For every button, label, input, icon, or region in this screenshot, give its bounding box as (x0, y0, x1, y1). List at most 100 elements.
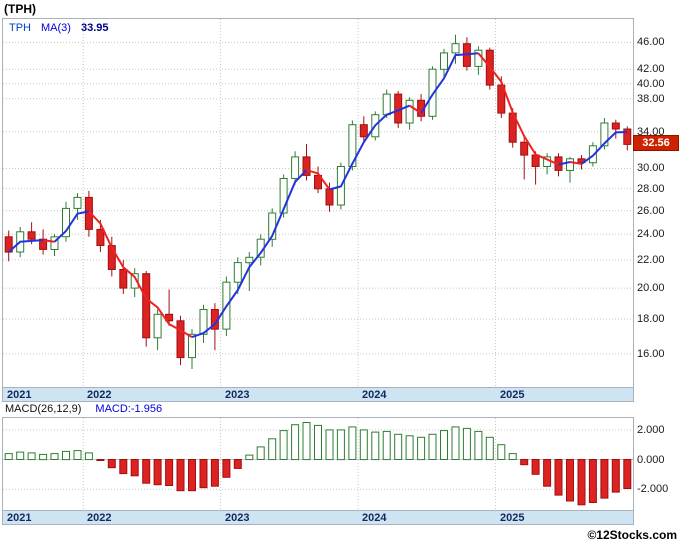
ma-line-segment (580, 131, 628, 165)
candle-down (520, 141, 529, 156)
candle-down (96, 228, 105, 246)
price-yaxis: 46.00 42.00 40.00 38.00 34.00 30.00 28.00 26.00… (637, 19, 680, 389)
candle-down (39, 238, 48, 250)
candle-down (359, 124, 368, 138)
macd-bar-negative (233, 459, 242, 469)
macd-bar-positive (394, 433, 403, 460)
macd-bar-positive (279, 430, 288, 460)
candle-up (428, 68, 437, 117)
macd-axis-label: -2.000 (637, 483, 669, 495)
price-axis-label: 42.00 (637, 63, 665, 75)
year-label: 2024 (362, 389, 387, 401)
macd-bar-negative (554, 459, 563, 496)
macd-bar-negative (199, 459, 208, 489)
year-label: 2023 (225, 389, 250, 401)
macd-bar-positive (4, 453, 13, 460)
candle-up (600, 122, 609, 147)
year-label: 2025 (500, 512, 525, 524)
price-chart-panel: TPH MA(3) 33.95 (2, 18, 634, 388)
ma-line-segment (329, 104, 410, 191)
candle-up (233, 262, 242, 283)
candle-down (325, 188, 334, 206)
ma-line-segment (306, 169, 331, 191)
macd-bar-positive (302, 422, 311, 461)
macd-bar-positive (371, 431, 380, 461)
candle-down (302, 156, 311, 176)
last-price-tag: 32.56 (633, 135, 679, 151)
macd-bar-negative (165, 459, 174, 486)
macd-bar-negative (188, 459, 196, 492)
year-label: 2021 (7, 389, 32, 401)
year-label: 2022 (87, 389, 112, 401)
macd-bar-positive (336, 429, 345, 461)
macd-bar-positive (359, 429, 368, 461)
macd-bar-positive (84, 452, 93, 461)
year-label: 2025 (500, 389, 525, 401)
macd-bar-positive (291, 424, 300, 461)
year-label: 2024 (362, 512, 387, 524)
legend-symbol: TPH (9, 22, 31, 34)
macd-bar-positive (382, 430, 391, 461)
macd-bar-negative (142, 459, 151, 484)
macd-bar-positive (508, 453, 517, 460)
price-axis-label: 22.00 (637, 254, 665, 266)
ma-line-segment (569, 161, 582, 165)
macd-bar-negative (543, 459, 552, 487)
macd-bar-positive (462, 427, 471, 461)
candle-down (531, 154, 540, 167)
macd-bar-positive (440, 430, 448, 460)
macd-bar-positive (405, 435, 414, 460)
candle-up (73, 196, 82, 209)
price-axis-label: 24.00 (637, 228, 665, 240)
macd-bar-negative (176, 459, 185, 492)
candle-down (142, 273, 151, 339)
price-axis-label: 26.00 (637, 205, 665, 217)
macd-bar-positive (325, 429, 334, 461)
candle-down (611, 122, 620, 130)
macd-bar-negative (520, 459, 529, 466)
macd-bar-positive (245, 454, 254, 461)
macd-header: MACD(26,12,9) MACD:-1.956 (5, 403, 162, 415)
candle-up (188, 333, 196, 359)
macd-bar-positive (314, 424, 322, 460)
macd-axis-label: 2.000 (637, 424, 665, 436)
candle-up (245, 256, 254, 264)
price-axis-label: 30.00 (637, 162, 665, 174)
macd-bar-positive (62, 450, 70, 461)
copyright: ©12Stocks.com (587, 528, 677, 542)
ma-line-segment (53, 210, 90, 243)
ma-line-segment (191, 169, 308, 339)
chart-legend: TPH MA(3) 33.95 (9, 22, 108, 34)
symbol-title: (TPH) (4, 2, 36, 16)
macd-value: MACD:-1.956 (95, 403, 163, 415)
candle-down (27, 231, 36, 240)
macd-bar-positive (39, 453, 48, 461)
macd-bar-positive (16, 451, 25, 460)
macd-bar-negative (210, 459, 219, 487)
ma-line-segment (420, 52, 479, 114)
candle-up (348, 124, 357, 167)
ma-line-segment (42, 239, 55, 243)
candle-down (4, 236, 13, 253)
candle-up (153, 313, 162, 339)
candle-up (130, 273, 139, 289)
candle-up (279, 178, 288, 214)
macd-bar-positive (497, 444, 506, 461)
macd-bar-positive (485, 436, 494, 461)
candle-up (291, 156, 300, 179)
legend-ma-label: MA(3) (41, 22, 71, 34)
macd-bar-negative (577, 459, 586, 506)
candle-down (623, 128, 632, 145)
candle-down (497, 84, 506, 114)
macd-bar-negative (222, 459, 231, 478)
price-axis-label: 38.00 (637, 93, 665, 105)
ma-line-segment (477, 52, 559, 166)
macd-bar-negative (153, 459, 162, 486)
macd-bar-positive (50, 453, 59, 460)
price-axis-label: 40.00 (637, 78, 665, 90)
macd-chart-svg (3, 418, 633, 510)
macd-bar-positive (428, 433, 437, 460)
macd-bar-negative (566, 459, 574, 502)
ma-line-segment (88, 210, 193, 338)
candle-up (50, 236, 59, 251)
